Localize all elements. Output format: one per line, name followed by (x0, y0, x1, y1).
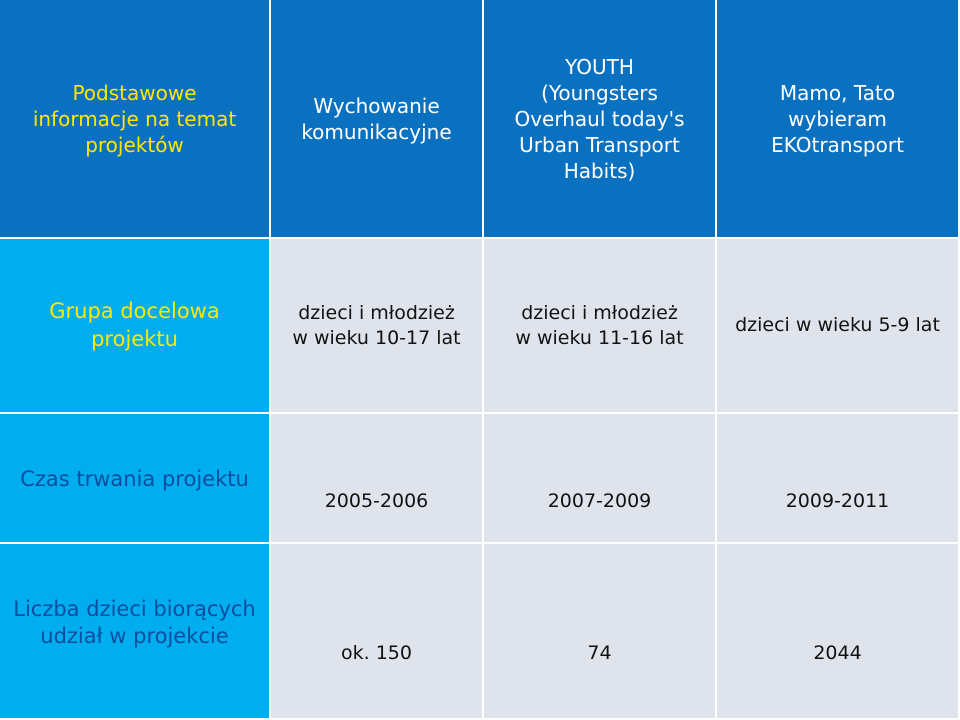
table-cell: ok. 150 (271, 544, 484, 720)
table-cell: dzieci w wieku 5-9 lat (717, 239, 960, 414)
corner-header-text: Podstawowe informacje na temat projektów (32, 80, 237, 157)
row-header-target-group: Grupa docelowa projektu (0, 239, 271, 414)
table-corner-header: Podstawowe informacje na temat projektów (0, 0, 271, 239)
participants-project-3: 2044 (813, 642, 862, 665)
target-group-project-2: dzieci i młodzież w wieku 11-16 lat (515, 301, 684, 349)
table-cell: 2009-2011 (717, 414, 960, 544)
duration-label: Czas trwania projektu (20, 467, 249, 491)
target-group-label: Grupa docelowa projektu (49, 299, 220, 351)
table-cell: dzieci i młodzież w wieku 11-16 lat (484, 239, 717, 414)
table-cell: 2005-2006 (271, 414, 484, 544)
duration-project-2: 2007-2009 (547, 490, 652, 513)
duration-project-1: 2005-2006 (324, 490, 429, 513)
row-header-participants: Liczba dzieci biorących udział w projekc… (0, 544, 271, 720)
table-cell: 2044 (717, 544, 960, 720)
table-cell: dzieci i młodzież w wieku 10-17 lat (271, 239, 484, 414)
row-header-duration: Czas trwania projektu (0, 414, 271, 544)
project-2-name: YOUTH (Youngsters Overhaul today's Urban… (514, 54, 685, 183)
project-3-name: Mamo, Tato wybieram EKOtransport (771, 80, 904, 157)
table-cell: 74 (484, 544, 717, 720)
project-1-name: Wychowanie komunikacyjne (301, 93, 452, 144)
column-header-project-1: Wychowanie komunikacyjne (271, 0, 484, 239)
column-header-project-2: YOUTH (Youngsters Overhaul today's Urban… (484, 0, 717, 239)
table-cell: 2007-2009 (484, 414, 717, 544)
participants-label: Liczba dzieci biorących udział w projekc… (13, 597, 256, 649)
duration-project-3: 2009-2011 (785, 490, 890, 513)
participants-project-1: ok. 150 (341, 642, 412, 665)
target-group-project-3: dzieci w wieku 5-9 lat (735, 314, 940, 337)
participants-project-2: 74 (587, 642, 612, 665)
target-group-project-1: dzieci i młodzież w wieku 10-17 lat (292, 301, 461, 349)
column-header-project-3: Mamo, Tato wybieram EKOtransport (717, 0, 960, 239)
